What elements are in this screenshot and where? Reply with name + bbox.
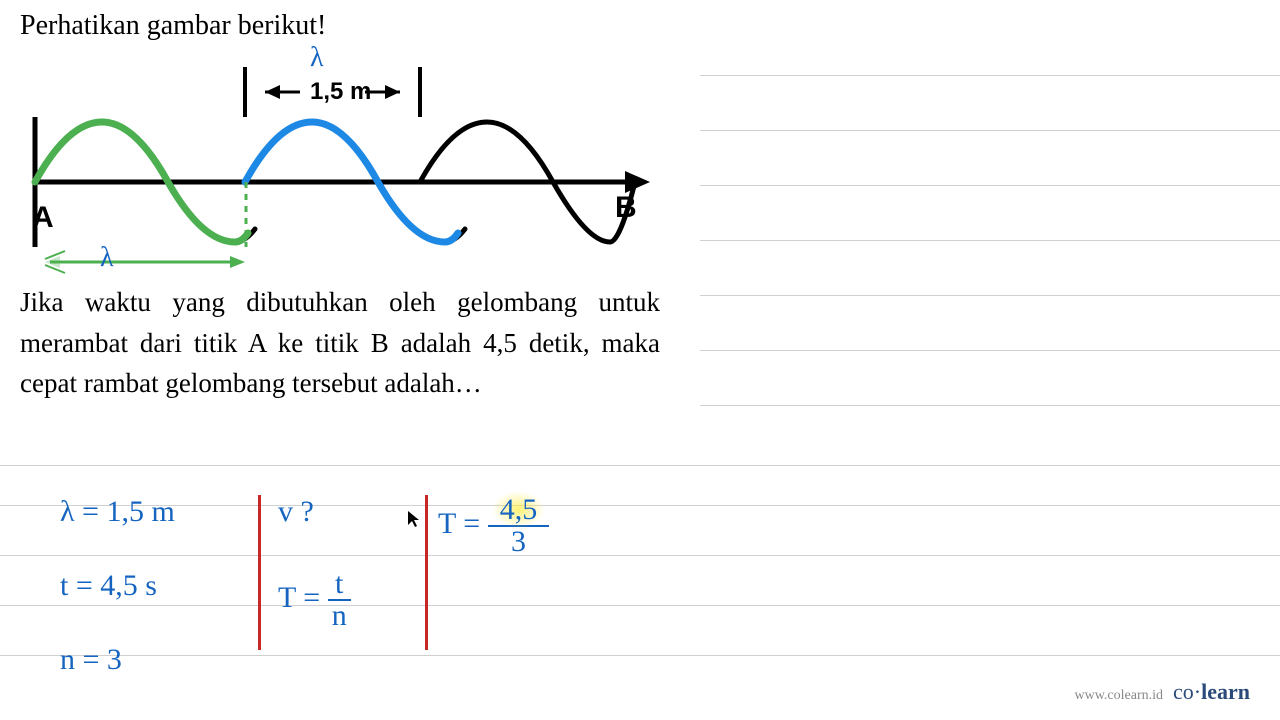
point-a-label: A (32, 201, 54, 234)
period-formula-denominator: n (328, 601, 351, 631)
problem-title: Perhatikan gambar berikut! (20, 10, 660, 42)
brand-part-1: co (1173, 679, 1194, 704)
period-calc-lhs: T = (438, 507, 480, 540)
point-b-label: B (615, 191, 637, 224)
lambda-top-annotation: λ (310, 42, 324, 74)
brand-dot: · (1194, 679, 1201, 704)
wave-diagram: λ λ 1,5 m (20, 47, 660, 277)
period-calc-numerator: 4,5 (488, 495, 550, 527)
footer-url: www.colearn.id (1075, 688, 1164, 704)
time-value: t = 4,5 s (60, 569, 260, 603)
period-formula-numerator: t (328, 569, 351, 601)
period-calculation: T = 4,5 3 (410, 495, 610, 557)
question-line-2: merambat dari titik A ke titik B adalah … (20, 328, 660, 358)
handwritten-solution: λ = 1,5 m v ? T = 4,5 3 t = 4,5 s T = t … (60, 495, 760, 689)
period-formula: T = t n (260, 569, 410, 631)
v-question: v ? (260, 495, 410, 529)
period-formula-lhs: T = (278, 581, 320, 614)
problem-content: Perhatikan gambar berikut! λ λ 1,5 m (0, 0, 680, 414)
lambda-value: λ = 1,5 m (60, 495, 260, 529)
wave-svg: 1,5 m A B (20, 47, 660, 277)
brand-part-2: learn (1201, 679, 1250, 704)
lambda-bottom-annotation: λ (100, 242, 114, 274)
wavelength-label-text: 1,5 m (310, 78, 371, 105)
n-value: n = 3 (60, 643, 260, 677)
question-text: Jika waktu yang dibutuhkan oleh gelomban… (20, 282, 660, 404)
footer: www.colearn.id co·learn (1075, 679, 1251, 705)
question-line-1: Jika waktu yang dibutuhkan oleh gelomban… (20, 287, 660, 317)
period-calc-denominator: 3 (488, 527, 550, 557)
cursor-icon (408, 503, 420, 519)
question-line-3: cepat rambat gelombang tersebut adalah… (20, 368, 482, 398)
brand-logo: co·learn (1173, 679, 1250, 705)
